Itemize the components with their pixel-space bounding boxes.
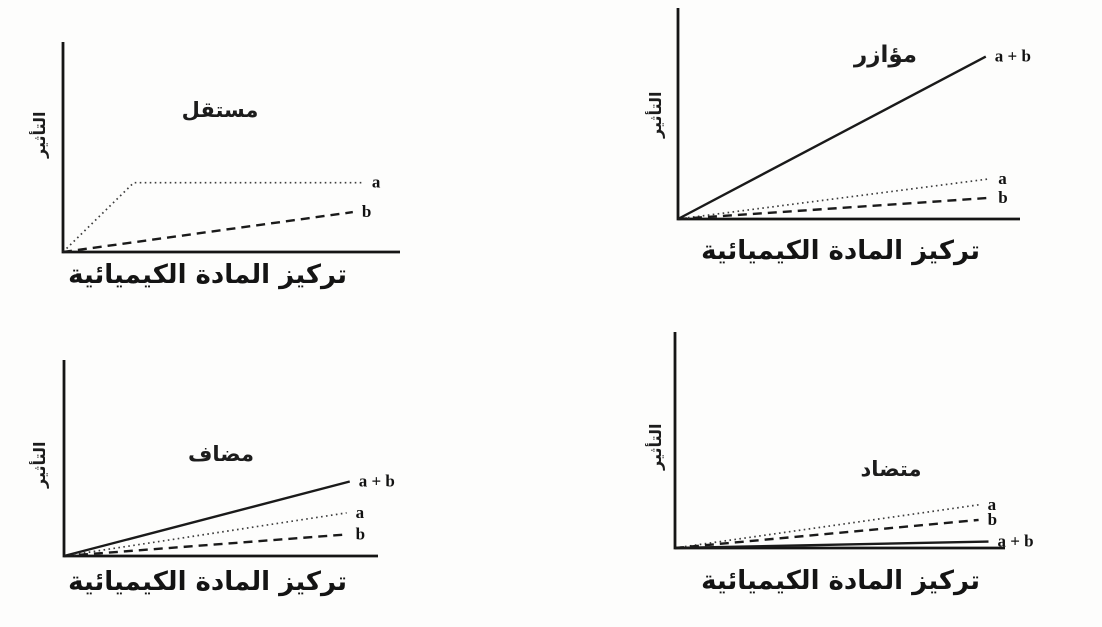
series-line-b [677,196,990,221]
series-label-b: b [362,202,371,221]
plot-synergistic: a + b ab [676,8,1031,221]
y-axis-label: التأثير [30,441,49,488]
x-axis-label: تركيز المادة الكيميائية [701,236,980,266]
chart-title: مستقل [181,98,259,122]
plot-independent: ab [61,42,400,254]
x-axis-label: تركيز المادة الكيميائية [68,567,347,597]
series-label-b: b [998,188,1007,207]
plot-antagonistic: aba + b [673,332,1034,551]
plot-additive: a + b ab [62,360,395,558]
chart-title: مؤازر [853,42,918,68]
axes [673,332,1005,550]
series-line-a+b [63,480,351,558]
series-line-a+b [677,55,987,221]
axes [676,8,1020,221]
y-axis-label: التأثير [646,91,665,138]
chart-title: متضاد [860,457,922,481]
series-line-b [674,518,979,550]
series-label-b: b [356,524,365,543]
series-label-a: a [998,169,1007,188]
axes [61,42,400,254]
series-line-a [674,503,979,549]
series-label-a: a [372,173,381,192]
series-label-a+b: a + b [995,47,1031,66]
series-line-b [63,533,347,558]
series-line-b [62,210,353,254]
y-axis-label: التأثير [30,111,49,158]
chart-title: مضاف [188,442,254,466]
series-label-a+b: a + b [359,472,395,491]
series-label-a+b: a + b [998,532,1034,551]
series-label-a: a [356,503,365,522]
x-axis-label: تركيز المادة الكيميائية [68,260,347,290]
series-line-a+b [674,540,989,550]
series-label-a: a [988,495,997,514]
x-axis-label: تركيز المادة الكيميائية [701,566,980,596]
series-label-b: b [988,510,997,529]
series-line-a [677,178,990,220]
y-axis-label: التأثير [646,423,665,470]
